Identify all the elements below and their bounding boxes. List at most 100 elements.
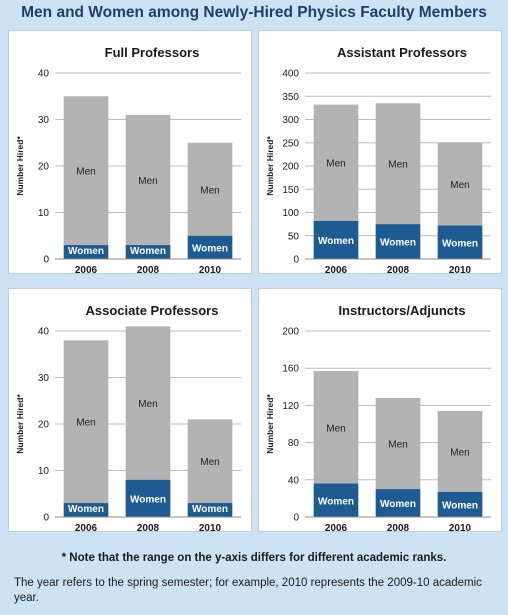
x-tick-label: 2008 — [137, 523, 160, 531]
chart-instructors-adjuncts: Instructors/Adjuncts Number Hired* 0 40 80 12… — [265, 303, 491, 531]
x-tick-label: 2010 — [449, 265, 472, 273]
page-title: Men and Women among Newly-Hired Physics … — [21, 4, 487, 21]
bar-men-2010 — [437, 142, 483, 226]
y-tick-label: 40 — [38, 69, 50, 80]
segment-label-men: Men — [326, 159, 345, 170]
bar-men-2006 — [313, 104, 359, 221]
segment-label-men: Men — [450, 447, 469, 458]
segment-label-women: Women — [192, 504, 228, 515]
y-tick-label: 0 — [43, 255, 49, 266]
segment-label-men: Men — [200, 185, 219, 196]
x-tick-label: 2010 — [199, 265, 222, 273]
y-tick-label: 40 — [38, 327, 50, 338]
segment-label-men: Men — [138, 176, 157, 187]
segment-label-women: Women — [68, 246, 104, 257]
segment-label-women: Women — [318, 236, 354, 247]
segment-label-men: Men — [76, 167, 95, 178]
chart-full-professors: Full Professors Number Hired* 0 10 20 30 40 Men… — [15, 45, 241, 273]
bar-men-2010 — [187, 419, 233, 504]
chart-panel-full-professors: Full Professors Number Hired* 0 10 20 30 40 Men… — [8, 30, 252, 274]
segment-label-women: Women — [380, 499, 416, 510]
segment-label-women: Women — [442, 500, 478, 511]
bar-women-2008 — [125, 479, 171, 517]
segment-label-men: Men — [388, 440, 407, 451]
y-tick-label: 0 — [293, 513, 299, 524]
chart-title: Assistant Professors — [337, 45, 467, 60]
bar-women-2006 — [63, 245, 109, 259]
bar-women-2010 — [187, 503, 233, 517]
bar-women-2008 — [375, 489, 421, 517]
segment-label-women: Women — [68, 504, 104, 515]
segment-label-women: Women — [442, 238, 478, 249]
bar-women-2006 — [313, 220, 359, 259]
segment-label-men: Men — [450, 180, 469, 191]
chart-panel-instructors-adjuncts: Instructors/Adjuncts Number Hired* 0 40 80 12… — [258, 288, 502, 532]
x-tick-label: 2006 — [75, 265, 98, 273]
segment-label-women: Women — [130, 494, 166, 505]
y-tick-label: 150 — [282, 185, 299, 196]
bar-women-2006 — [63, 503, 109, 517]
y-axis-label: Number Hired* — [265, 394, 275, 454]
y-tick-label: 250 — [282, 138, 299, 149]
year-footnote: The year refers to the spring semester; … — [14, 577, 482, 604]
bar-men-2008 — [375, 397, 421, 490]
segment-label-men: Men — [326, 423, 345, 434]
segment-label-men: Men — [76, 418, 95, 429]
chart-title: Full Professors — [105, 45, 200, 60]
y-tick-label: 30 — [38, 373, 50, 384]
x-tick-label: 2008 — [387, 265, 410, 273]
segment-label-women: Women — [130, 246, 166, 257]
x-tick-label: 2010 — [449, 523, 472, 531]
segment-label-men: Men — [138, 399, 157, 410]
y-tick-label: 50 — [288, 231, 300, 242]
y-tick-label: 10 — [38, 466, 50, 477]
x-tick-label: 2008 — [137, 265, 160, 273]
bar-women-2010 — [437, 225, 483, 259]
bar-men-2008 — [125, 114, 171, 246]
y-tick-label: 80 — [288, 438, 300, 449]
y-tick-label: 10 — [38, 208, 50, 219]
y-axis-label: Number Hired* — [265, 136, 275, 196]
bar-men-2006 — [63, 340, 109, 504]
x-tick-label: 2006 — [325, 265, 348, 273]
chart-panel-associate-professors: Associate Professors Number Hired* 0 10 20 30… — [8, 288, 252, 532]
bar-women-2008 — [125, 245, 171, 259]
y-tick-label: 300 — [282, 115, 299, 126]
x-tick-label: 2010 — [199, 523, 222, 531]
bar-men-2008 — [375, 103, 421, 225]
y-tick-label: 200 — [282, 327, 299, 338]
y-tick-label: 20 — [38, 162, 50, 173]
bar-men-2008 — [125, 326, 171, 480]
chart-panel-assistant-professors: Assistant Professors Number Hired* 0 50 100 1… — [258, 30, 502, 274]
y-axis-label: Number Hired* — [15, 136, 25, 196]
bar-men-2006 — [313, 370, 359, 484]
chart-assistant-professors: Assistant Professors Number Hired* 0 50 100 1… — [265, 45, 491, 273]
x-tick-label: 2008 — [387, 523, 410, 531]
segment-label-women: Women — [192, 243, 228, 254]
y-tick-label: 40 — [288, 475, 300, 486]
y-tick-label: 20 — [38, 420, 50, 431]
y-tick-label: 400 — [282, 69, 299, 80]
y-tick-label: 350 — [282, 92, 299, 103]
y-tick-label: 0 — [43, 513, 49, 524]
chart-associate-professors: Associate Professors Number Hired* 0 10 20 30… — [15, 303, 241, 531]
y-tick-label: 30 — [38, 115, 50, 126]
y-tick-label: 100 — [282, 208, 299, 219]
bar-men-2010 — [437, 410, 483, 492]
segment-label-women: Women — [318, 496, 354, 507]
x-tick-label: 2006 — [75, 523, 98, 531]
y-tick-label: 160 — [282, 364, 299, 375]
y-axis-note: * Note that the range on the y-axis diff… — [61, 552, 447, 564]
bar-women-2010 — [437, 491, 483, 517]
segment-label-women: Women — [380, 238, 416, 249]
bar-men-2006 — [63, 96, 109, 246]
chart-title: Instructors/Adjuncts — [338, 303, 465, 318]
segment-label-men: Men — [388, 160, 407, 171]
segment-label-men: Men — [200, 457, 219, 468]
bar-women-2008 — [375, 224, 421, 259]
bar-men-2010 — [187, 142, 233, 236]
chart-title: Associate Professors — [86, 303, 219, 318]
y-tick-label: 200 — [282, 162, 299, 173]
x-tick-label: 2006 — [325, 523, 348, 531]
y-tick-label: 0 — [293, 255, 299, 266]
